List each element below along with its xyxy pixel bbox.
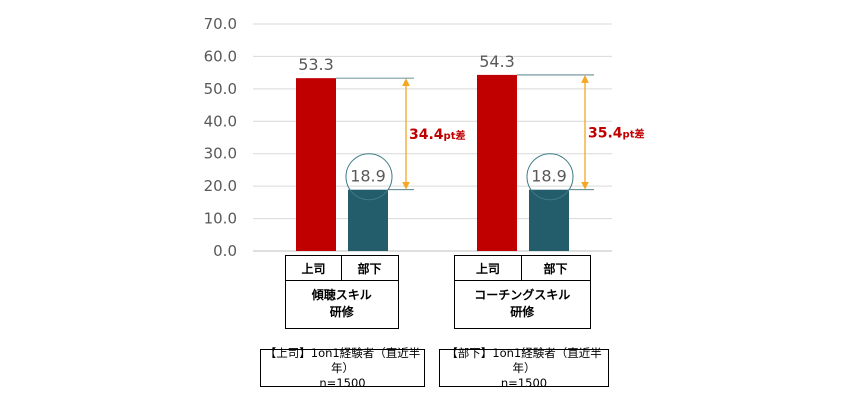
difference-label: 35.4pt差 — [588, 125, 645, 141]
category-label-boss-2: 上司 — [454, 255, 522, 281]
category-label-subordinate-1: 部下 — [340, 255, 399, 281]
bars — [296, 74, 569, 251]
y-tick-label: 70.0 — [204, 15, 237, 33]
note-subordinate-line2: n=1500 — [500, 375, 548, 390]
y-tick-label: 30.0 — [204, 145, 237, 163]
data-label-boss: 53.3 — [298, 55, 334, 74]
y-axis-ticks: 0.0 10.0 20.0 30.0 40.0 50.0 60.0 70.0 — [204, 15, 237, 260]
category-label-boss-1: 上司 — [285, 255, 342, 281]
y-tick-label: 50.0 — [204, 80, 237, 98]
y-tick-label: 0.0 — [213, 242, 237, 260]
y-tick-label: 40.0 — [204, 112, 237, 130]
difference-unit: pt差 — [444, 129, 466, 142]
data-label-boss: 54.3 — [479, 52, 515, 71]
note-boss-line1: 【上司】1on1経験者（直近半年） — [264, 345, 421, 375]
note-subordinate-line1: 【部下】1on1経験者（直近半年） — [446, 345, 602, 375]
group-label-listening: 傾聴スキル 研修 — [285, 279, 399, 329]
data-label-subordinate: 18.9 — [531, 167, 567, 186]
highlight-circle — [526, 153, 574, 201]
difference-label: 34.4pt差 — [409, 127, 466, 143]
difference-unit: pt差 — [623, 127, 645, 140]
bar-boss — [477, 74, 517, 251]
note-boss-sample: 【上司】1on1経験者（直近半年） n=1500 — [260, 345, 425, 390]
bar-subordinate — [348, 189, 388, 251]
note-boss-line2: n=1500 — [319, 375, 366, 390]
category-label-subordinate-2: 部下 — [520, 255, 591, 281]
bar-subordinate — [529, 189, 569, 251]
data-label-subordinate: 18.9 — [350, 167, 386, 186]
y-tick-label: 20.0 — [204, 177, 237, 195]
bar-boss — [296, 78, 336, 251]
difference-value: 34.4 — [409, 127, 444, 143]
y-tick-label: 10.0 — [204, 210, 237, 228]
difference-value: 35.4 — [588, 125, 623, 141]
note-subordinate-sample: 【部下】1on1経験者（直近半年） n=1500 — [439, 345, 609, 390]
group-label-coaching: コーチングスキル 研修 — [454, 279, 591, 329]
y-tick-label: 60.0 — [204, 47, 237, 65]
highlight-circle — [345, 153, 393, 201]
